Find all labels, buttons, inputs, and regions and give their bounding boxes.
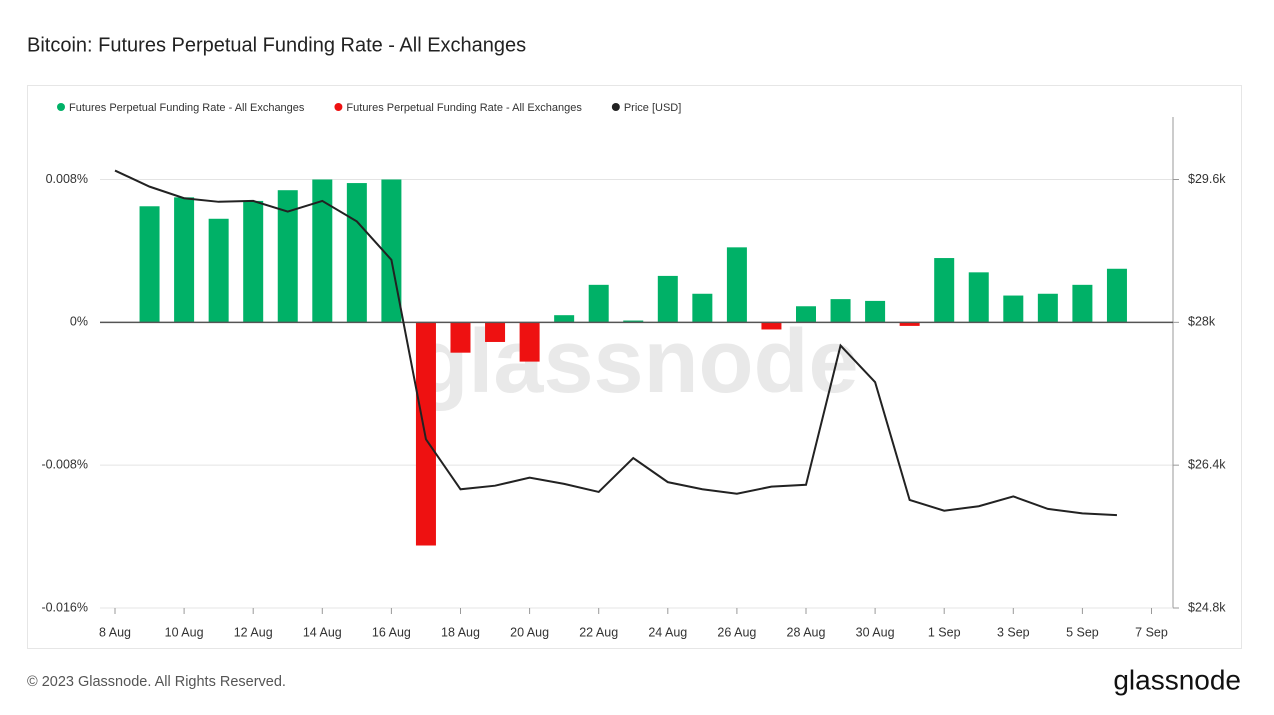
legend-label: Price [USD] [624, 102, 681, 114]
bar [899, 322, 920, 326]
bar [1106, 268, 1127, 323]
x-tick-label: 30 Aug [856, 625, 895, 639]
bar [1003, 295, 1024, 323]
bar [657, 275, 678, 323]
bar [588, 284, 609, 323]
bar [1037, 293, 1058, 323]
price-line [114, 169, 1118, 517]
x-tick-label: 16 Aug [372, 625, 411, 639]
bar [726, 247, 747, 323]
x-tick-label: 14 Aug [303, 625, 342, 639]
chart-title: Bitcoin: Futures Perpetual Funding Rate … [27, 34, 526, 56]
y-tick-label: 0.008% [46, 172, 88, 186]
legend-label: Futures Perpetual Funding Rate - All Exc… [69, 102, 305, 114]
x-tick-label: 1 Sep [928, 625, 961, 639]
bar [485, 322, 506, 342]
bar [346, 183, 367, 323]
bar [968, 272, 989, 323]
x-tick-label: 7 Sep [1135, 625, 1168, 639]
bar [554, 315, 575, 323]
x-tick-label: 24 Aug [648, 625, 687, 639]
y2-tick-label: $24.8k [1188, 600, 1226, 614]
bar [139, 206, 160, 323]
x-tick-label: 20 Aug [510, 625, 549, 639]
bar [934, 258, 955, 323]
y-tick-label: -0.008% [41, 457, 88, 471]
bar [174, 197, 195, 323]
x-tick-label: 28 Aug [787, 625, 826, 639]
bar [208, 218, 229, 323]
bar [243, 200, 264, 323]
bar [1072, 284, 1093, 323]
x-tick-label: 18 Aug [441, 625, 480, 639]
bar [415, 322, 436, 546]
bar [450, 322, 471, 353]
legend-marker [57, 103, 65, 111]
x-tick-label: 5 Sep [1066, 625, 1099, 639]
bar [623, 320, 644, 323]
bar [796, 306, 816, 323]
legend-label: Futures Perpetual Funding Rate - All Exc… [346, 102, 582, 114]
x-tick-label: 10 Aug [165, 625, 204, 639]
y2-tick-label: $26.4k [1188, 457, 1226, 471]
y2-tick-label: $29.6k [1188, 172, 1226, 186]
y-tick-label: -0.016% [41, 600, 88, 614]
bar [692, 293, 713, 323]
bar [519, 322, 540, 362]
x-tick-label: 3 Sep [997, 625, 1030, 639]
bar [277, 190, 298, 323]
logo: glassnode [1113, 664, 1241, 695]
chart-frame [27, 85, 1242, 649]
bar [830, 299, 851, 323]
x-tick-label: 12 Aug [234, 625, 273, 639]
y-tick-label: 0% [70, 315, 88, 329]
bar [865, 300, 886, 323]
legend-marker [334, 103, 343, 111]
x-tick-label: 26 Aug [717, 625, 756, 639]
legend-marker [611, 103, 620, 111]
footer: © 2023 Glassnode. All Rights Reserved. [27, 674, 286, 690]
x-tick-label: 22 Aug [579, 625, 618, 639]
y2-tick-label: $28k [1188, 315, 1216, 329]
x-tick-label: 8 Aug [99, 625, 131, 639]
bar [312, 179, 333, 323]
watermark: glassnode [413, 312, 858, 412]
bar [761, 322, 782, 330]
